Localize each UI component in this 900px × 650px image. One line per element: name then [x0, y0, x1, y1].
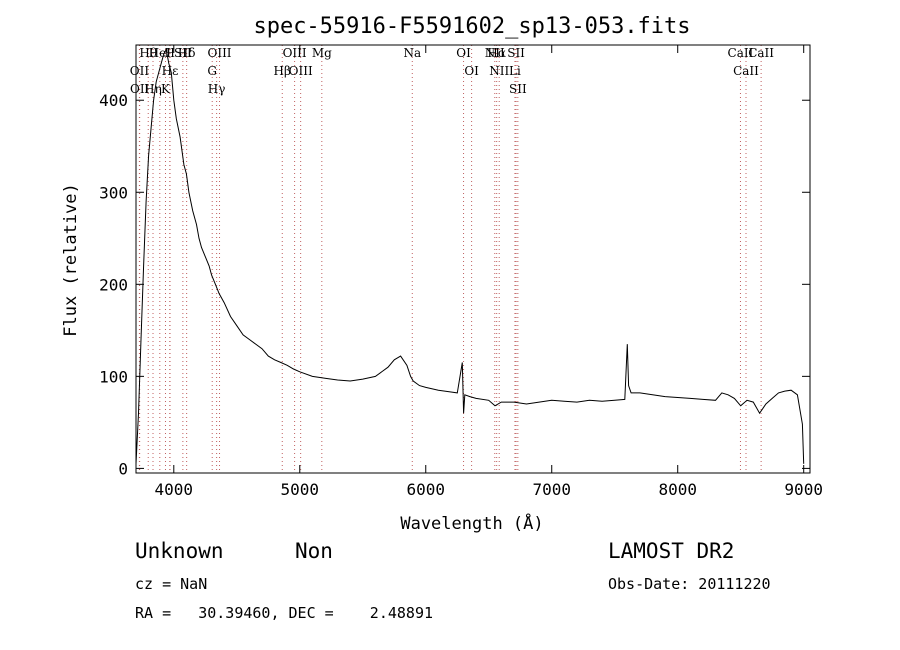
- line-marker-label: CaII: [748, 46, 774, 60]
- plot-frame: [135, 44, 811, 474]
- x-axis-label: Wavelength (Å): [400, 512, 543, 534]
- line-marker-label: Hα: [487, 46, 506, 60]
- redshift-label: cz = NaN: [135, 575, 208, 593]
- y-tick-label: 100: [99, 367, 128, 386]
- x-tick-label: 9000: [784, 480, 823, 499]
- x-tick-label: 5000: [281, 480, 320, 499]
- line-marker-label: OI: [456, 46, 471, 60]
- obs-date-label: Obs-Date: 20111220: [608, 575, 771, 593]
- line-marker-label: OII: [130, 64, 150, 78]
- line-marker-label: NII: [489, 64, 509, 78]
- line-marker-label: Mg: [312, 46, 332, 60]
- line-marker-label: Hε: [162, 64, 179, 78]
- emission-line-markers: [138, 45, 762, 473]
- line-marker-label: SII: [174, 46, 192, 60]
- line-marker-label: G: [207, 64, 217, 78]
- x-axis-ticks: 4000 5000 6000 7000 8000 9000: [155, 45, 823, 499]
- y-tick-label: 400: [99, 91, 128, 110]
- line-marker-label: OI: [464, 64, 479, 78]
- subclass-label: Non: [295, 539, 333, 563]
- line-marker-label: Hη: [144, 82, 162, 96]
- line-marker-label: Hβ: [274, 64, 291, 78]
- line-marker-label: NII: [485, 46, 505, 60]
- line-marker-label: OIII: [283, 46, 307, 60]
- line-marker-label: Li: [509, 64, 521, 78]
- line-marker-label: SII: [509, 82, 527, 96]
- classification-label: Unknown: [135, 539, 224, 563]
- coordinates-label: RA = 30.39460, DEC = 2.48891: [135, 604, 434, 622]
- y-axis-label: Flux (relative): [61, 183, 81, 337]
- y-tick-label: 300: [99, 183, 128, 202]
- line-marker-label: Hθ: [139, 46, 157, 60]
- survey-label: LAMOST DR2: [608, 539, 735, 563]
- chart-title: spec-55916-F5591602_sp13-053.fits: [253, 14, 690, 39]
- x-tick-label: 6000: [406, 480, 445, 499]
- line-marker-label: OII: [130, 82, 150, 96]
- line-marker-label: H: [165, 46, 175, 60]
- x-tick-label: 4000: [155, 480, 194, 499]
- y-axis-ticks: 0 100 200 300 400: [99, 91, 810, 478]
- line-marker-label: Na: [403, 46, 421, 60]
- x-tick-label: 7000: [532, 480, 571, 499]
- spectrum-line: [135, 48, 805, 464]
- line-marker-label: Hδ: [178, 46, 196, 60]
- y-tick-label: 0: [118, 459, 128, 478]
- line-marker-label: CaII: [733, 64, 759, 78]
- y-tick-label: 200: [99, 275, 128, 294]
- line-marker-label: Hγ: [208, 82, 226, 96]
- line-marker-label: CaII: [728, 46, 754, 60]
- line-marker-label: HeI: [149, 46, 172, 60]
- line-marker-label: K: [161, 82, 171, 96]
- line-marker-label: OIII: [207, 46, 231, 60]
- line-marker-label: SII: [507, 46, 525, 60]
- x-tick-label: 8000: [658, 480, 697, 499]
- line-marker-label: OIII: [289, 64, 313, 78]
